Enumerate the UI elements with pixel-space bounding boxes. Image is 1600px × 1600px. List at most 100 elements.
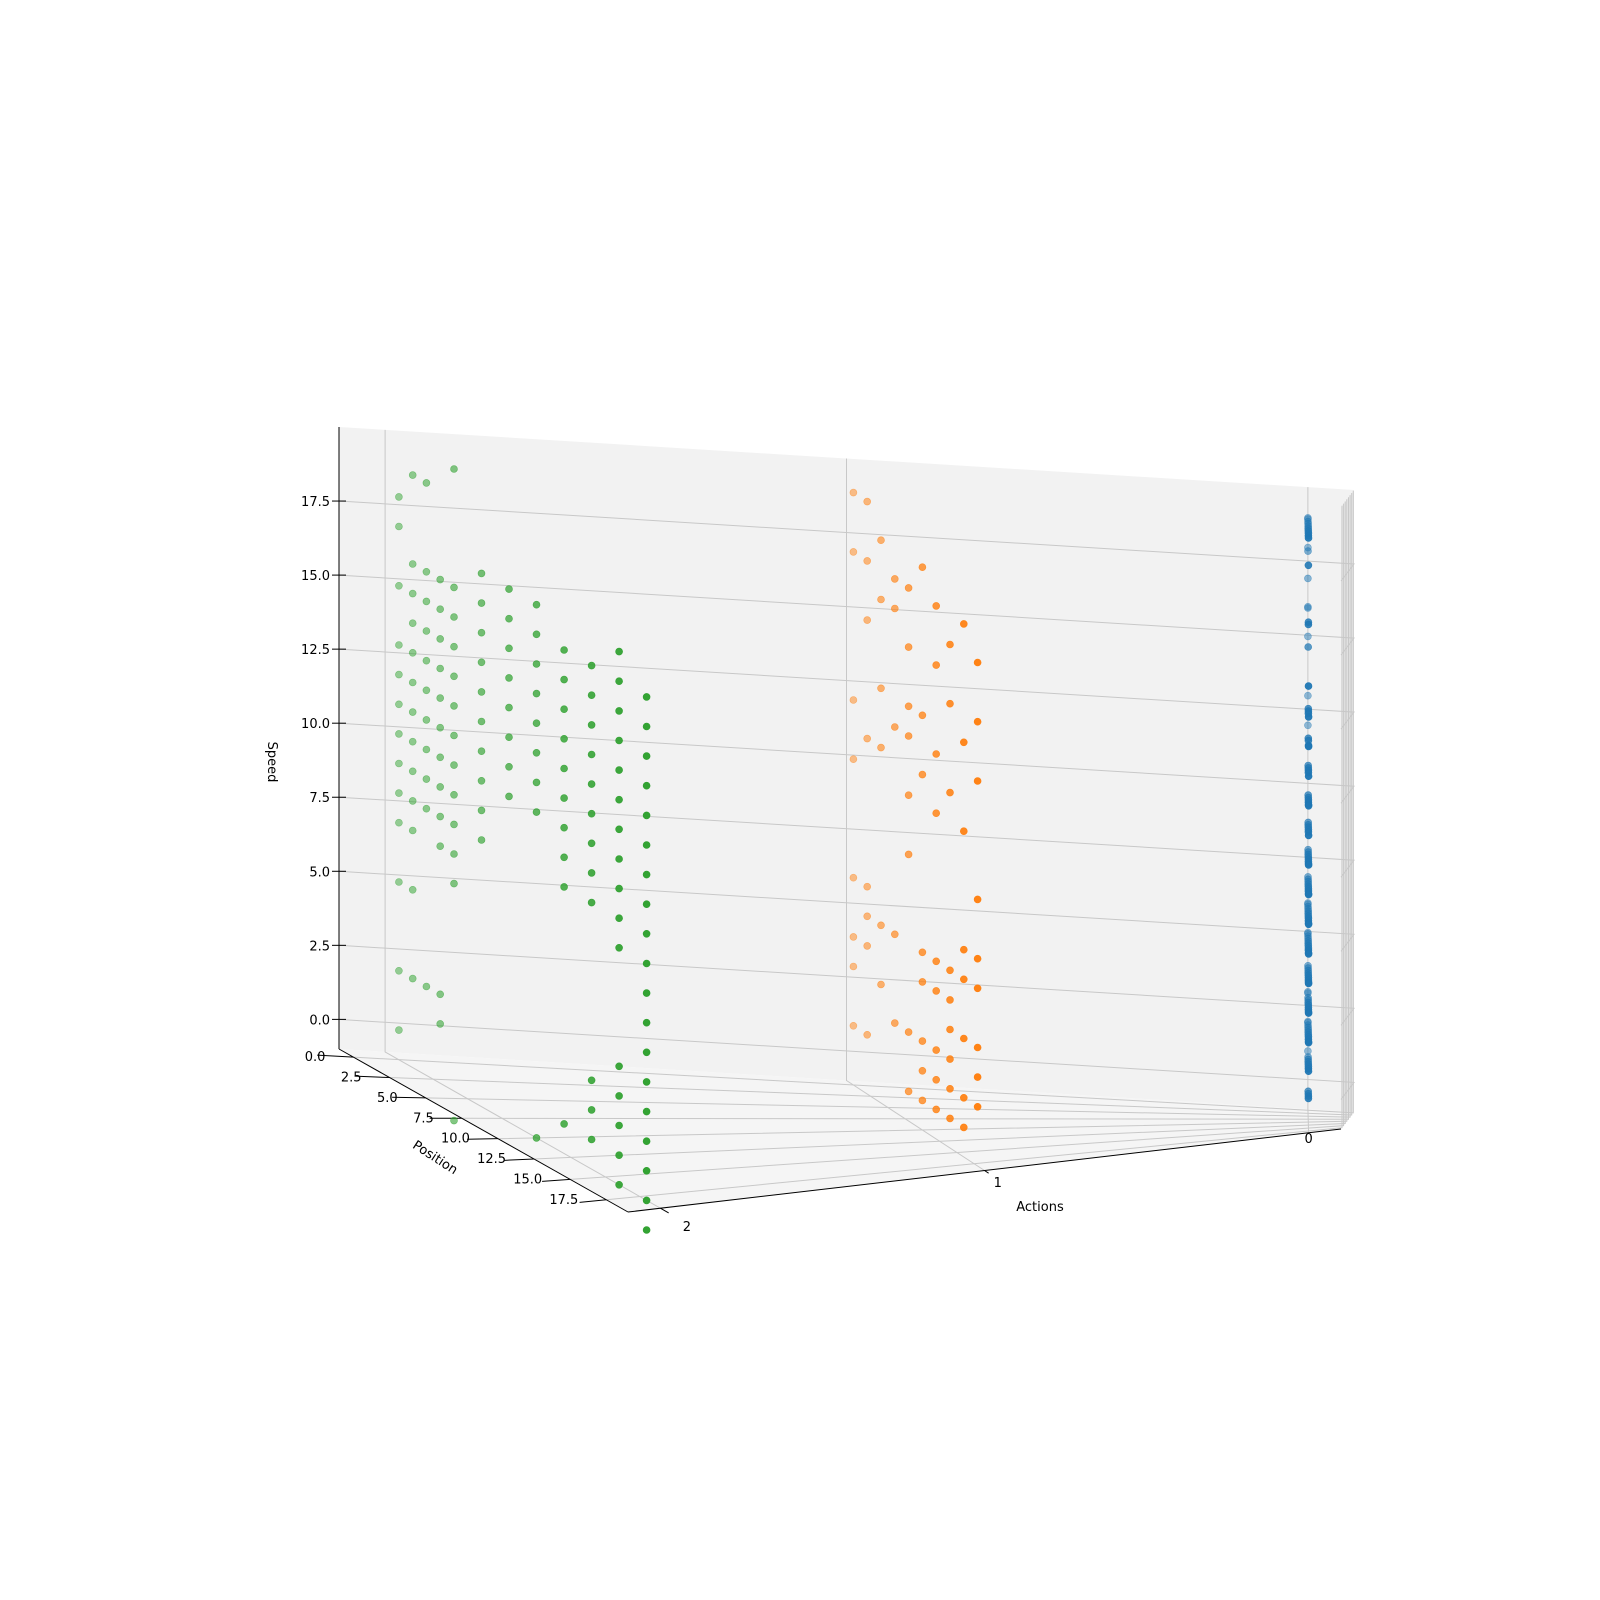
point-action-2 bbox=[642, 989, 651, 997]
point-action-2 bbox=[615, 914, 623, 923]
point-action-1 bbox=[904, 1028, 913, 1036]
point-action-1 bbox=[946, 788, 954, 797]
y-tick-mark bbox=[542, 1178, 571, 1182]
point-action-2 bbox=[615, 736, 623, 745]
point-action-2 bbox=[560, 1120, 568, 1128]
point-action-1 bbox=[863, 942, 872, 950]
grid-line-y bbox=[534, 501, 1346, 1160]
point-action-2 bbox=[642, 1167, 651, 1175]
point-action-1 bbox=[918, 948, 927, 957]
point-action-0 bbox=[1304, 561, 1313, 570]
point-action-1 bbox=[890, 930, 899, 939]
y-tick-mark bbox=[354, 1075, 390, 1079]
point-action-1 bbox=[863, 734, 872, 743]
point-action-0 bbox=[1304, 742, 1313, 751]
point-action-1 bbox=[849, 548, 858, 556]
point-action-2 bbox=[642, 811, 651, 820]
point-action-2 bbox=[436, 783, 445, 791]
point-action-2 bbox=[642, 900, 651, 909]
point-action-2 bbox=[505, 792, 513, 801]
point-action-2 bbox=[436, 694, 445, 702]
point-action-2 bbox=[450, 790, 458, 799]
point-action-2 bbox=[395, 670, 403, 679]
point-action-2 bbox=[587, 809, 596, 818]
point-action-1 bbox=[959, 620, 968, 628]
point-action-2 bbox=[615, 1181, 623, 1189]
point-action-1 bbox=[918, 978, 927, 986]
z-tick-label: 12.5 bbox=[301, 643, 330, 658]
point-action-0 bbox=[1304, 920, 1313, 929]
point-action-2 bbox=[422, 597, 431, 606]
point-action-1 bbox=[849, 488, 858, 497]
point-action-2 bbox=[615, 766, 623, 774]
point-action-2 bbox=[436, 990, 445, 999]
point-action-1 bbox=[932, 987, 941, 995]
point-action-2 bbox=[505, 674, 513, 682]
point-action-2 bbox=[505, 585, 513, 593]
point-action-2 bbox=[560, 734, 568, 743]
point-action-2 bbox=[560, 764, 568, 773]
point-action-2 bbox=[408, 648, 417, 657]
point-action-2 bbox=[422, 982, 431, 991]
y-tick-label: 5.0 bbox=[377, 1091, 398, 1106]
point-action-2 bbox=[532, 1134, 541, 1142]
point-action-0 bbox=[1304, 831, 1313, 840]
point-action-1 bbox=[904, 643, 913, 651]
point-action-1 bbox=[904, 791, 913, 800]
point-action-0 bbox=[1304, 1067, 1313, 1075]
point-action-2 bbox=[532, 689, 541, 698]
point-action-1 bbox=[946, 699, 954, 708]
point-action-2 bbox=[408, 767, 417, 776]
point-action-1 bbox=[918, 770, 927, 779]
x-axis-label: Actions bbox=[1016, 1200, 1064, 1215]
point-action-1 bbox=[890, 604, 899, 613]
point-action-0 bbox=[1304, 713, 1313, 721]
point-action-1 bbox=[890, 723, 899, 731]
point-action-2 bbox=[532, 808, 541, 816]
point-action-2 bbox=[560, 705, 568, 714]
grid-line-y bbox=[461, 497, 1349, 1120]
point-action-2 bbox=[422, 627, 431, 635]
point-action-1 bbox=[973, 1073, 982, 1081]
grid-line-z bbox=[338, 722, 1355, 804]
point-action-2 bbox=[408, 678, 417, 687]
point-action-2 bbox=[642, 722, 651, 731]
point-action-2 bbox=[642, 1196, 651, 1205]
grid-lines bbox=[338, 429, 1355, 1209]
point-action-2 bbox=[422, 745, 431, 754]
point-action-0 bbox=[1304, 979, 1313, 988]
point-action-2 bbox=[587, 839, 596, 848]
y-tick-label: 17.5 bbox=[549, 1193, 578, 1208]
point-action-1 bbox=[877, 743, 885, 752]
point-action-2 bbox=[395, 878, 403, 886]
point-action-2 bbox=[408, 885, 417, 894]
grid-line-z bbox=[338, 500, 1355, 582]
grid-line-y bbox=[570, 503, 1345, 1180]
point-action-2 bbox=[422, 656, 431, 665]
point-action-2 bbox=[477, 688, 486, 696]
point-action-2 bbox=[395, 730, 403, 738]
point-action-2 bbox=[436, 842, 445, 851]
point-action-2 bbox=[436, 753, 445, 762]
point-action-2 bbox=[560, 853, 568, 862]
x-tick-label: 2 bbox=[683, 1220, 691, 1235]
y-tick-mark bbox=[579, 1199, 607, 1203]
x-tick-mark bbox=[984, 1170, 989, 1174]
point-action-2 bbox=[422, 479, 431, 487]
point-action-2 bbox=[615, 884, 623, 893]
point-action-2 bbox=[450, 583, 458, 592]
point-action-2 bbox=[450, 642, 458, 651]
point-action-2 bbox=[395, 522, 403, 531]
point-action-1 bbox=[849, 962, 858, 971]
point-action-2 bbox=[505, 644, 513, 653]
point-action-2 bbox=[408, 589, 417, 598]
point-action-2 bbox=[615, 1062, 623, 1071]
point-action-2 bbox=[408, 708, 417, 716]
y-tick-label: 12.5 bbox=[477, 1152, 506, 1167]
point-action-2 bbox=[505, 762, 513, 771]
point-action-2 bbox=[477, 717, 486, 726]
point-action-2 bbox=[642, 929, 651, 938]
point-action-1 bbox=[959, 1123, 968, 1132]
point-action-1 bbox=[946, 1114, 954, 1123]
y-tick-mark bbox=[504, 1158, 535, 1161]
